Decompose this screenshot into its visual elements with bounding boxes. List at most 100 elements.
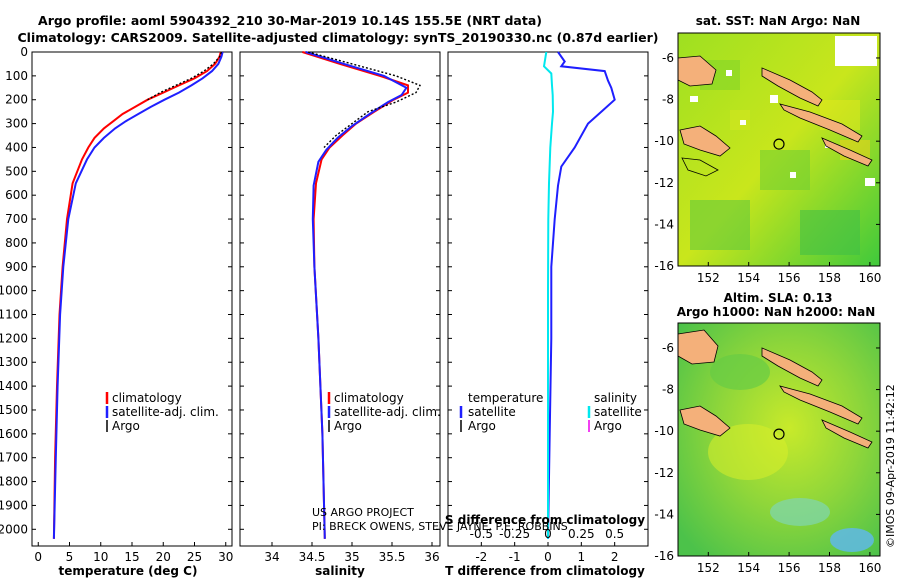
x-tick-label: 36 [424, 550, 439, 564]
sst-map [677, 32, 881, 267]
legend-temperature-heading: temperature [468, 391, 543, 405]
x-tick-label: 15 [124, 550, 139, 564]
temperature-panel [31, 51, 233, 547]
depth-tick-label: 300 [5, 117, 28, 131]
map-x-tick-label: 154 [737, 271, 760, 285]
depth-tick-label: 600 [5, 188, 28, 202]
depth-ticks: 0 100 200 300 400 500 600 700 800 900 1000 1100 1200… [0, 45, 648, 536]
x-tick-label: 0 [544, 550, 552, 564]
map-x-tick-label: 156 [778, 271, 801, 285]
sst-land-solomons-south [821, 137, 873, 167]
map-y-tick-label: -12 [654, 176, 674, 190]
salinity-panel [239, 51, 441, 547]
series-satellite-adj-clim- [52, 51, 224, 539]
map-x-tick-label: 158 [818, 271, 841, 285]
x-tick-label: 2 [611, 550, 619, 564]
map-x-tick-label: 152 [697, 271, 720, 285]
map-x-tick-label: 154 [737, 561, 760, 575]
series-temperature-satellite [547, 51, 616, 539]
depth-tick-label: 2000 [0, 522, 28, 536]
sla-land-solomons-south [821, 419, 873, 449]
legend-t-satellite: satellite [468, 405, 516, 419]
series-salinity-satellite [542, 51, 555, 539]
difference-legend: temperature satellite Argo salinity sate… [459, 391, 642, 433]
x-tick-label: 35.5 [379, 550, 406, 564]
x-top-tick-label: 0 [544, 527, 552, 541]
legend-s-satellite: satellite [594, 405, 642, 419]
depth-tick-label: 1700 [0, 451, 28, 465]
depth-tick-label: 1800 [0, 475, 28, 489]
x-tick-label: 25 [187, 550, 202, 564]
depth-tick-label: 500 [5, 164, 28, 178]
credit-project: US ARGO PROJECT [312, 506, 414, 519]
map-ticks: 152 154 156 158 160 -6 -8 -10 -12 -14 -16 152 154 156… [654, 51, 881, 575]
x-tick-label: 34.5 [299, 550, 326, 564]
depth-tick-label: 1100 [0, 308, 28, 322]
map-y-tick-label: -10 [654, 134, 674, 148]
profile-plots [52, 51, 616, 539]
sla-low-patch [710, 354, 770, 390]
map-x-tick-label: 158 [818, 561, 841, 575]
x-top-tick-label: 0.25 [568, 527, 595, 541]
map-x-tick-label: 152 [697, 561, 720, 575]
salinity-legend: climatology satellite-adj. clim. Argo [327, 391, 441, 433]
difference-xlabel: T difference from climatology [445, 564, 645, 578]
x-tick-label: -1 [509, 550, 521, 564]
legend-argo: Argo [112, 419, 140, 433]
legend-t-argo: Argo [468, 419, 496, 433]
map-y-tick-label: -14 [654, 507, 674, 521]
header-line-2: Climatology: CARS2009. Satellite-adjuste… [17, 30, 658, 46]
x-top-tick-label: 0.5 [605, 527, 624, 541]
map-y-tick-label: -8 [662, 93, 674, 107]
map-y-tick-label: -6 [662, 51, 674, 65]
sla-map-frame [677, 322, 881, 557]
x-tick-label: 20 [156, 550, 171, 564]
imos-watermark: ©IMOS 09-Apr-2019 11:42:12 [884, 384, 897, 548]
sla-land-solomons-north [779, 385, 863, 425]
x-tick-label: 0 [34, 550, 42, 564]
legend-argo: Argo [334, 419, 362, 433]
map-y-tick-label: -6 [662, 341, 674, 355]
header-line-1: Argo profile: aoml 5904392_210 30-Mar-20… [38, 13, 542, 29]
sla-land-louisiade [679, 405, 731, 437]
map-y-tick-label: -14 [654, 217, 674, 231]
depth-tick-label: 1300 [0, 355, 28, 369]
map-x-tick-label: 160 [858, 271, 881, 285]
sla-map-subtitle: Argo h1000: NaN h2000: NaN [677, 305, 876, 319]
legend-s-argo: Argo [594, 419, 622, 433]
legend-climatology: climatology [334, 391, 404, 405]
temperature-xlabel: temperature (deg C) [59, 564, 198, 578]
sla-map [677, 322, 881, 557]
x-top-tick-label: -0.25 [499, 527, 530, 541]
x-top-tick-label: -0.5 [470, 527, 493, 541]
credit-pi: PI: BRECK OWENS, STEVE JAYNE, P.E. ROBBI… [312, 520, 568, 533]
sst-argo-location-marker [773, 138, 785, 150]
depth-tick-label: 1000 [0, 284, 28, 298]
x-tick-label: 30 [218, 550, 233, 564]
series-argo [307, 51, 421, 148]
sst-land-bougainville [761, 67, 823, 107]
depth-tick-label: 1500 [0, 403, 28, 417]
x-tick-label: -2 [475, 550, 487, 564]
map-y-tick-label: -8 [662, 383, 674, 397]
map-y-tick-label: -10 [654, 424, 674, 438]
map-y-tick-label: -16 [654, 259, 674, 273]
depth-tick-label: 1200 [0, 331, 28, 345]
depth-tick-label: 0 [20, 45, 28, 59]
sla-map-title: Altim. SLA: 0.13 [724, 291, 833, 305]
depth-tick-label: 1900 [0, 498, 28, 512]
x-tick-label: 1 [578, 550, 586, 564]
x-tick-label: 10 [93, 550, 108, 564]
difference-xlabel-top: S difference from climatology [445, 513, 645, 527]
depth-tick-label: 700 [5, 212, 28, 226]
sla-land-bougainville [761, 347, 823, 387]
x-tick-label: 35 [344, 550, 359, 564]
map-x-tick-label: 160 [858, 561, 881, 575]
x-tick-label: 34 [264, 550, 279, 564]
depth-tick-label: 400 [5, 140, 28, 154]
legend-satellite: satellite-adj. clim. [112, 405, 219, 419]
legend-climatology: climatology [112, 391, 182, 405]
map-x-tick-label: 156 [778, 561, 801, 575]
series-argo [147, 51, 223, 101]
depth-tick-label: 1600 [0, 427, 28, 441]
